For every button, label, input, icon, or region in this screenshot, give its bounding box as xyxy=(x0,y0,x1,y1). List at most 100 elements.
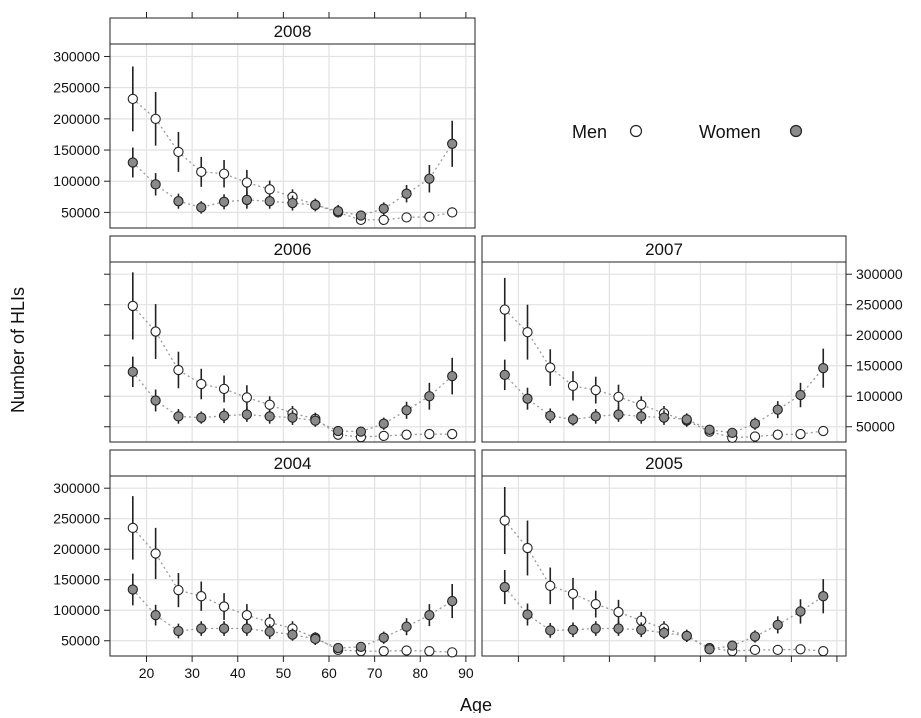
legend-marker-women xyxy=(789,124,803,138)
women-point xyxy=(310,633,321,645)
panel-frame-2008 xyxy=(109,43,476,229)
men-point xyxy=(424,211,435,222)
men-point xyxy=(613,606,624,618)
strip-2004 xyxy=(109,449,476,477)
women-point xyxy=(355,426,367,437)
panel-2006: 2006 xyxy=(104,235,476,443)
y-tick-label: 300000 xyxy=(856,266,903,282)
x-tick-label: 20 xyxy=(139,665,155,681)
men-point xyxy=(173,146,184,158)
women-point xyxy=(545,625,556,636)
y-tick-label: 150000 xyxy=(53,572,100,588)
women-point xyxy=(522,609,533,620)
women-point xyxy=(241,194,253,206)
men-point xyxy=(150,113,161,124)
panels-layer: 2008500001000001500002000002500003000002… xyxy=(53,12,903,681)
women-point xyxy=(264,411,275,422)
y-tick-label: 100000 xyxy=(856,388,903,404)
men-point xyxy=(264,399,275,410)
men-point xyxy=(818,645,829,657)
x-tick-label: 30 xyxy=(184,665,200,681)
x-tick-label: 80 xyxy=(412,665,428,681)
men-smooth-line-2004 xyxy=(132,527,453,653)
women-point xyxy=(567,414,579,425)
women-point xyxy=(727,640,738,651)
women-point xyxy=(613,409,624,420)
women-point xyxy=(241,409,253,420)
men-point xyxy=(173,584,184,596)
strip-label-2004: 2004 xyxy=(274,454,312,473)
women-point xyxy=(378,418,389,429)
women-point xyxy=(424,391,435,402)
women-point xyxy=(681,630,692,642)
strip-2006 xyxy=(109,235,476,263)
panel-2005: 2005 xyxy=(481,449,847,662)
women-point xyxy=(355,641,367,652)
women-point xyxy=(196,412,207,423)
men-point xyxy=(590,384,601,396)
men-point xyxy=(196,378,207,390)
women-point xyxy=(287,197,298,209)
women-point xyxy=(704,424,715,435)
panel-frame-2006 xyxy=(109,261,476,443)
men-point xyxy=(818,425,829,437)
legend: Men Women xyxy=(572,122,803,142)
men-point xyxy=(401,429,412,440)
legend-marker-men xyxy=(629,124,643,138)
men-point xyxy=(772,644,783,656)
women-point xyxy=(127,157,138,168)
men-point xyxy=(447,647,458,658)
men-point xyxy=(545,580,556,591)
men-point xyxy=(196,166,207,178)
panel-2007: 2007 50000 100000 150000 200000 250000 300000 xyxy=(481,235,903,443)
women-point xyxy=(127,584,138,595)
legend-label-women: Women xyxy=(699,122,761,142)
women-point xyxy=(378,632,389,643)
y-tick-label: 150000 xyxy=(53,142,100,158)
men-point xyxy=(424,645,435,657)
women-point xyxy=(332,642,344,654)
women-point xyxy=(218,410,230,421)
women-point xyxy=(196,202,207,213)
women-point xyxy=(150,395,161,406)
men-point xyxy=(749,644,761,656)
women-point xyxy=(218,196,230,207)
men-point xyxy=(590,598,601,610)
women-point xyxy=(310,415,321,426)
y-tick-label: 200000 xyxy=(856,327,903,343)
women-point xyxy=(704,644,715,655)
panel-2004: 2004 50000 100000 150000 200000 250000 300000 2… xyxy=(53,449,476,681)
women-point xyxy=(590,623,601,634)
women-point xyxy=(749,631,761,642)
y-tick-label: 300000 xyxy=(53,480,100,496)
y-tick-label: 300000 xyxy=(53,48,100,64)
women-point xyxy=(681,414,692,425)
men-point xyxy=(264,184,275,195)
men-point xyxy=(150,326,161,337)
men-point xyxy=(378,645,389,657)
men-point xyxy=(772,429,783,440)
women-point xyxy=(772,404,783,415)
women-point xyxy=(332,425,344,437)
x-tick-label: 50 xyxy=(276,665,292,681)
strip-2005 xyxy=(481,449,847,477)
women-point xyxy=(218,623,230,634)
women-point xyxy=(287,629,298,640)
men-point xyxy=(401,645,412,656)
women-smooth-line-2005 xyxy=(504,586,824,650)
women-point xyxy=(499,369,510,381)
women-point xyxy=(401,405,412,416)
women-point xyxy=(173,196,184,207)
men-point xyxy=(447,428,458,440)
women-point xyxy=(818,363,829,374)
y-tick-label: 50000 xyxy=(61,633,100,649)
strip-label-2006: 2006 xyxy=(274,240,312,259)
women-point xyxy=(196,623,207,634)
y-tick-label: 250000 xyxy=(856,297,903,313)
men-point xyxy=(613,391,624,402)
women-point xyxy=(795,389,806,401)
strip-label-2007: 2007 xyxy=(645,240,683,259)
women-point xyxy=(613,623,624,634)
men-point xyxy=(150,548,161,559)
men-point xyxy=(447,207,458,218)
